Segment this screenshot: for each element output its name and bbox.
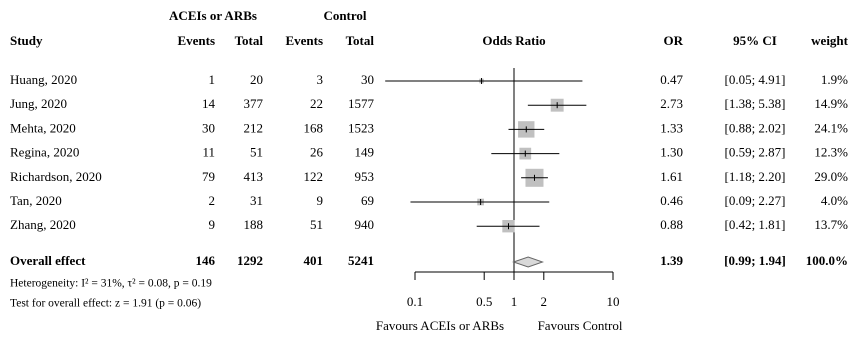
cell: 146 [196, 253, 216, 268]
column-header: 95% CI [733, 33, 777, 48]
overall-test: Test for overall effect: z = 1.91 (p = 0… [10, 298, 201, 310]
favours-left: Favours ACEIs or ARBs [376, 318, 504, 333]
cell: 377 [244, 96, 264, 111]
group-header: ACEIs or ARBs [169, 8, 257, 23]
cell: 5241 [348, 253, 374, 268]
study-name: Regina, 2020 [10, 145, 79, 160]
column-header: OR [664, 33, 684, 48]
column-header: weight [811, 33, 849, 48]
study-name: Overall effect [10, 253, 86, 268]
x-tick-label: 2 [541, 294, 548, 309]
x-tick-label: 1 [511, 294, 518, 309]
cell: 2 [209, 193, 216, 208]
cell: 122 [304, 169, 324, 184]
cell: 30 [202, 120, 215, 135]
or-label: 0.88 [660, 217, 683, 232]
cell: 1523 [348, 120, 374, 135]
cell: 26 [310, 145, 324, 160]
cell: 9 [209, 217, 216, 232]
cell: 30 [361, 72, 374, 87]
or-label: 1.39 [660, 253, 683, 268]
ci-label: [1.38; 5.38] [724, 96, 785, 111]
ci-label: [0.99; 1.94] [724, 253, 786, 268]
column-header: Total [346, 33, 375, 48]
cell: 31 [250, 193, 263, 208]
weight-label: 29.0% [814, 169, 848, 184]
weight-label: 12.3% [814, 145, 848, 160]
weight-label: 13.7% [814, 217, 848, 232]
favours-right: Favours Control [538, 318, 623, 333]
column-header: Events [285, 33, 323, 48]
cell: 1577 [348, 96, 375, 111]
heterogeneity: Heterogeneity: I² = 31%, τ² = 0.08, p = … [10, 278, 212, 290]
weight-label: 4.0% [821, 193, 848, 208]
cell: 20 [250, 72, 263, 87]
cell: 401 [304, 253, 324, 268]
weight-label: 14.9% [814, 96, 848, 111]
cell: 1292 [237, 253, 263, 268]
or-label: 0.47 [660, 72, 683, 87]
column-header: Odds Ratio [482, 33, 545, 48]
ci-label: [0.42; 1.81] [724, 217, 785, 232]
cell: 168 [304, 120, 324, 135]
study-name: Jung, 2020 [10, 96, 67, 111]
ci-label: [0.88; 2.02] [724, 120, 785, 135]
ci-label: [0.09; 2.27] [724, 193, 785, 208]
cell: 22 [310, 96, 323, 111]
column-header: Study [10, 33, 43, 48]
study-name: Huang, 2020 [10, 72, 77, 87]
weight-label: 1.9% [821, 72, 848, 87]
cell: 149 [355, 145, 375, 160]
cell: 9 [317, 193, 324, 208]
cell: 14 [202, 96, 216, 111]
cell: 69 [361, 193, 374, 208]
cell: 1 [209, 72, 216, 87]
cell: 188 [244, 217, 264, 232]
study-name: Mehta, 2020 [10, 120, 76, 135]
study-name: Zhang, 2020 [10, 217, 76, 232]
cell: 413 [244, 169, 264, 184]
cell: 940 [355, 217, 375, 232]
cell: 51 [310, 217, 323, 232]
x-tick-label: 0.1 [407, 294, 423, 309]
cell: 212 [244, 120, 264, 135]
x-tick-label: 10 [607, 294, 620, 309]
cell: 51 [250, 145, 263, 160]
x-tick-label: 0.5 [476, 294, 492, 309]
ci-label: [0.59; 2.87] [724, 145, 785, 160]
cell: 11 [202, 145, 215, 160]
or-label: 1.61 [660, 169, 683, 184]
or-label: 0.46 [660, 193, 683, 208]
ci-label: [0.05; 4.91] [724, 72, 785, 87]
or-label: 1.33 [660, 120, 683, 135]
weight-label: 24.1% [814, 120, 848, 135]
ci-label: [1.18; 2.20] [724, 169, 785, 184]
column-header: Events [177, 33, 215, 48]
study-name: Richardson, 2020 [10, 169, 102, 184]
weight-label: 100.0% [806, 253, 848, 268]
or-label: 1.30 [660, 145, 683, 160]
or-label: 2.73 [660, 96, 683, 111]
cell: 3 [317, 72, 324, 87]
group-header: Control [323, 8, 366, 23]
cell: 953 [355, 169, 375, 184]
column-header: Total [235, 33, 264, 48]
overall-diamond [512, 256, 545, 268]
study-name: Tan, 2020 [10, 193, 62, 208]
cell: 79 [202, 169, 215, 184]
